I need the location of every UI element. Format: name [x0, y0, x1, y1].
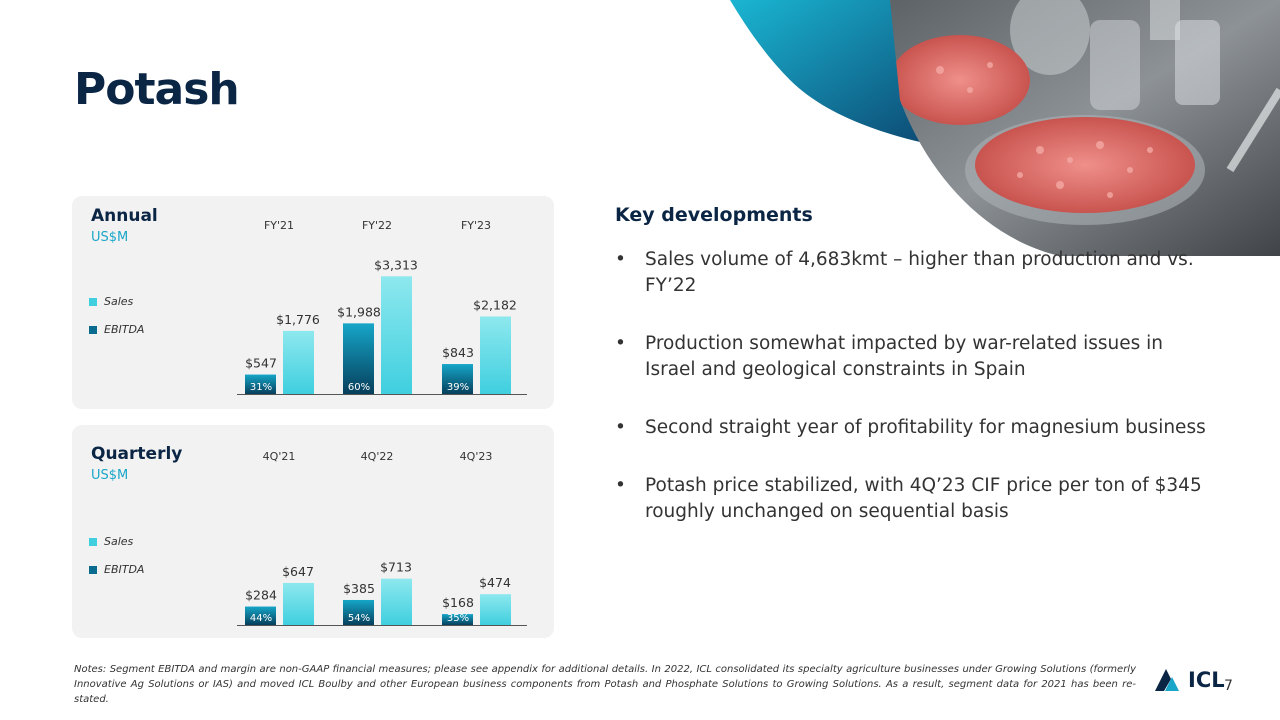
- ebitda-value-label: $547: [245, 356, 277, 371]
- sales-value-label: $2,182: [473, 297, 517, 312]
- ebitda-bar: [442, 364, 473, 394]
- sales-value-label: $474: [479, 575, 511, 590]
- sales-bar: [283, 330, 314, 394]
- category-label: FY'21: [264, 219, 294, 232]
- bullet-symbol: •: [615, 333, 626, 354]
- ebitda-margin-label: 60%: [348, 382, 370, 393]
- icl-logo-icon: [1155, 669, 1179, 691]
- bullet-text: Production somewhat impacted by war-rela…: [645, 333, 1164, 380]
- list-item: • Potash price stabilized, with 4Q’23 CIF…: [615, 473, 1215, 525]
- category-label: FY'23: [461, 219, 491, 232]
- quarterly-chart-panel: Quarterly US$M Sales EBITDA 4Q'21 $284 44%…: [72, 425, 554, 638]
- icl-logo: ICL: [1155, 668, 1225, 692]
- sales-value-label: $713: [380, 560, 412, 575]
- bullet-text: Second straight year of profitability fo…: [645, 417, 1206, 438]
- bullet-symbol: •: [615, 249, 626, 270]
- category-label: 4Q'21: [263, 450, 296, 463]
- annual-bar-chart: FY'21 $547 31% $1,776 FY'22 $1,988 60% $3,313 FY…: [237, 219, 527, 395]
- ebitda-bar: [343, 599, 374, 625]
- sales-value-label: $647: [282, 564, 314, 579]
- ebitda-swatch: [89, 565, 97, 574]
- key-developments-title: Key developments: [615, 204, 813, 226]
- ebitda-value-label: $385: [343, 581, 375, 596]
- annual-chart-title: Annual: [91, 206, 158, 226]
- ebitda-swatch: [89, 325, 97, 334]
- bullet-text: Potash price stabilized, with 4Q’23 CIF …: [645, 475, 1202, 522]
- ebitda-margin-label: 54%: [348, 613, 370, 624]
- sales-swatch: [89, 537, 97, 546]
- ebitda-value-label: $284: [245, 588, 277, 603]
- bullet-text: Sales volume of 4,683kmt – higher than p…: [645, 249, 1194, 296]
- key-developments-list: • Sales volume of 4,683kmt – higher than …: [615, 247, 1215, 557]
- list-item: • Production somewhat impacted by war-rel…: [615, 331, 1215, 383]
- category-label: FY'22: [362, 219, 392, 232]
- sales-bar: [480, 316, 511, 394]
- ebitda-margin-label: 44%: [250, 613, 272, 624]
- sales-bar: [381, 578, 412, 625]
- ebitda-margin-label: 31%: [250, 382, 272, 393]
- sales-value-label: $3,313: [374, 257, 418, 272]
- ebitda-value-label: $1,988: [337, 304, 381, 319]
- legend-ebitda-label: EBITDA: [104, 563, 145, 576]
- sales-bar: [283, 582, 314, 625]
- ebitda-bar: [245, 606, 276, 625]
- category-label: 4Q'23: [460, 450, 493, 463]
- annual-chart-unit: US$M: [91, 230, 129, 245]
- bullet-symbol: •: [615, 417, 626, 438]
- list-item: • Sales volume of 4,683kmt – higher than …: [615, 247, 1215, 299]
- quarterly-bar-chart: 4Q'21 $284 44% $647 4Q'22 $385 54% $713 4Q'23 $16…: [237, 450, 527, 626]
- sales-value-label: $1,776: [276, 312, 320, 327]
- quarterly-legend-sales: Sales: [89, 535, 133, 548]
- footnote: Notes: Segment EBITDA and margin are non…: [74, 664, 1136, 705]
- ebitda-value-label: $168: [442, 595, 474, 610]
- legend-sales-label: Sales: [104, 295, 134, 308]
- quarterly-chart-title: Quarterly: [91, 444, 183, 464]
- ebitda-bar: [343, 323, 374, 394]
- icl-logo-text: ICL: [1188, 668, 1225, 692]
- ebitda-bar: [442, 614, 473, 625]
- ebitda-margin-label: 35%: [447, 613, 469, 624]
- legend-ebitda-label: EBITDA: [104, 323, 145, 336]
- annual-chart-panel: Annual US$M Sales EBITDA FY'21 $547 31% $1,…: [72, 196, 554, 409]
- sales-bar: [480, 594, 511, 625]
- ebitda-value-label: $843: [442, 345, 474, 360]
- sales-swatch: [89, 297, 97, 306]
- page-title: Potash: [74, 64, 240, 115]
- annual-legend-ebitda: EBITDA: [89, 323, 144, 336]
- quarterly-legend-ebitda: EBITDA: [89, 563, 144, 576]
- quarterly-chart-unit: US$M: [91, 468, 129, 483]
- bullet-symbol: •: [615, 475, 626, 496]
- sales-bar: [381, 276, 412, 394]
- ebitda-bar: [245, 374, 276, 394]
- list-item: • Second straight year of profitability f…: [615, 415, 1215, 441]
- legend-sales-label: Sales: [104, 535, 134, 548]
- annual-legend-sales: Sales: [89, 295, 133, 308]
- category-label: 4Q'22: [361, 450, 394, 463]
- page-number: 7: [1224, 678, 1233, 694]
- hero-photo: [730, 0, 1280, 256]
- ebitda-margin-label: 39%: [447, 382, 469, 393]
